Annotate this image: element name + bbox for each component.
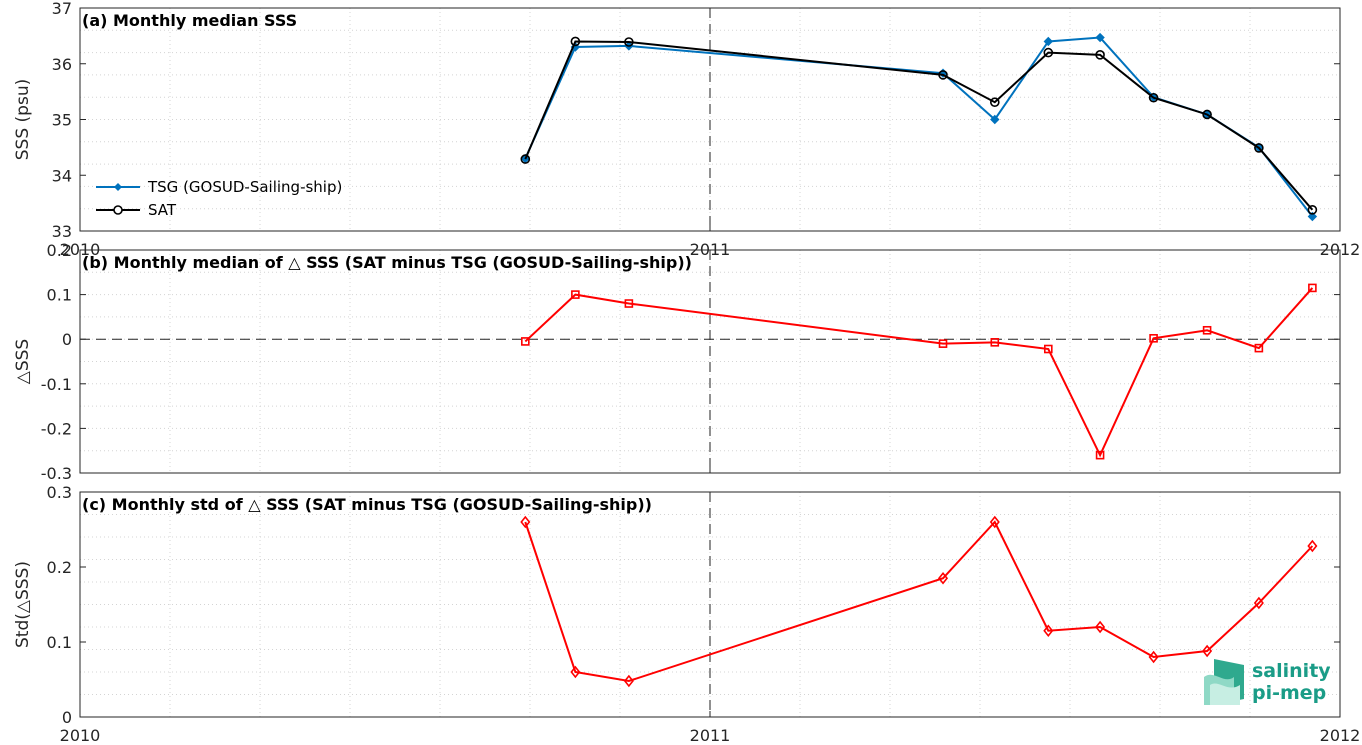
data-point — [1043, 624, 1054, 638]
data-point — [1254, 143, 1264, 153]
data-point — [520, 154, 531, 164]
data-point — [990, 338, 1000, 347]
y-tick-label: -0.3 — [41, 464, 72, 483]
y-ticks: -0.3 -0.2 -0.1 0 0.1 0.2 — [41, 241, 1340, 483]
legend-marker — [114, 183, 122, 191]
data-point — [1308, 283, 1317, 293]
data-point — [1254, 343, 1264, 353]
y-tick-label: -0.1 — [41, 375, 72, 394]
data-point — [623, 674, 634, 688]
data-point — [989, 97, 1000, 108]
data-point — [1095, 450, 1105, 460]
data-point — [1149, 334, 1158, 343]
series-2 — [520, 36, 1318, 215]
panel-title: (c) Monthly std of △ SSS (SAT minus TSG … — [82, 495, 652, 514]
y-tick-label: 0.1 — [47, 633, 72, 652]
data-point — [1095, 620, 1106, 634]
y-tick-label: 35 — [52, 111, 72, 130]
data-point — [938, 339, 948, 348]
data-point — [1307, 211, 1318, 222]
minor-grid — [80, 492, 1340, 717]
data-point — [1043, 36, 1054, 47]
data-point — [624, 299, 634, 308]
panel-3: 0 0.1 0.2 0.3 2010 2011 2012 Std(△SSS) (c) Month… — [13, 483, 1360, 745]
y-axis-label: △SSS — [13, 339, 33, 384]
data-point — [938, 70, 948, 80]
data-point — [1043, 47, 1054, 58]
y-tick-label: 0.2 — [47, 558, 72, 577]
y-axis-label: Std(△SSS) — [13, 561, 33, 648]
data-point — [570, 665, 581, 679]
series-line — [524, 36, 1314, 218]
series-line — [524, 520, 1314, 683]
legend: TSG (GOSUD-Sailing-ship) SAT — [96, 178, 342, 219]
series-line — [524, 287, 1314, 458]
salinity-pi-mep-logo: salinity pi-mep — [1204, 659, 1330, 705]
data-point — [1202, 325, 1212, 335]
legend-marker — [113, 205, 123, 215]
data-point — [520, 515, 531, 529]
data-point — [1253, 596, 1264, 610]
panel-1: 3334353637201020112012SSS (psu)(a) Month… — [13, 0, 1360, 259]
data-point — [1044, 344, 1053, 354]
series-1 — [520, 515, 1318, 688]
series-1 — [520, 32, 1318, 222]
y-tick-label: 0 — [62, 708, 72, 727]
data-point — [1148, 92, 1159, 103]
panel-2: -0.3 -0.2 -0.1 0 0.1 0.2 △SSS (b) Monthly media… — [13, 241, 1341, 483]
x-tick-label: 2012 — [1320, 726, 1361, 745]
y-tick-label: 37 — [52, 0, 72, 18]
legend-item: TSG (GOSUD-Sailing-ship) — [96, 178, 342, 196]
logo-line2: pi-mep — [1252, 682, 1326, 704]
data-point — [1202, 109, 1212, 120]
panel-title: (b) Monthly median of △ SSS (SAT minus T… — [82, 253, 692, 272]
data-point — [1307, 205, 1318, 215]
y-ticks: 0 0.1 0.2 0.3 — [47, 483, 1340, 727]
series-line — [524, 40, 1314, 211]
y-tick-label: 0.1 — [47, 286, 72, 305]
data-point — [1148, 650, 1159, 664]
y-tick-label: 33 — [52, 222, 72, 241]
y-axis-label: SSS (psu) — [13, 79, 33, 160]
y-tick-label: 36 — [52, 55, 72, 74]
panel-title: (a) Monthly median SSS — [82, 11, 297, 30]
logo-line1: salinity — [1252, 660, 1330, 682]
data-point — [571, 290, 580, 299]
y-tick-label: 0 — [62, 330, 72, 349]
logo-mark-icon — [1204, 659, 1244, 705]
y-tick-label: -0.2 — [41, 419, 72, 438]
data-point — [1307, 539, 1318, 553]
data-point — [624, 37, 634, 47]
x-tick-label: 2011 — [690, 726, 731, 745]
y-tick-label: 0.3 — [47, 483, 72, 502]
y-tick-label: 34 — [52, 166, 72, 185]
y-ticks: 33 34 35 36 37 — [52, 0, 1340, 241]
data-point — [570, 36, 581, 47]
series-1 — [521, 283, 1317, 460]
data-point — [1095, 32, 1105, 43]
x-tick-label: 2010 — [60, 726, 101, 745]
data-point — [989, 515, 1000, 529]
legend-label: TSG (GOSUD-Sailing-ship) — [147, 178, 342, 196]
legend-item: SAT — [96, 201, 177, 219]
data-point — [990, 114, 1000, 125]
y-tick-label: 0.2 — [47, 241, 72, 260]
data-point — [1202, 644, 1213, 658]
data-point — [521, 337, 530, 346]
data-point — [937, 571, 949, 585]
legend-label: SAT — [148, 201, 177, 219]
x-tick-labels: 2010 2011 2012 — [60, 726, 1361, 745]
data-point — [1095, 50, 1105, 60]
